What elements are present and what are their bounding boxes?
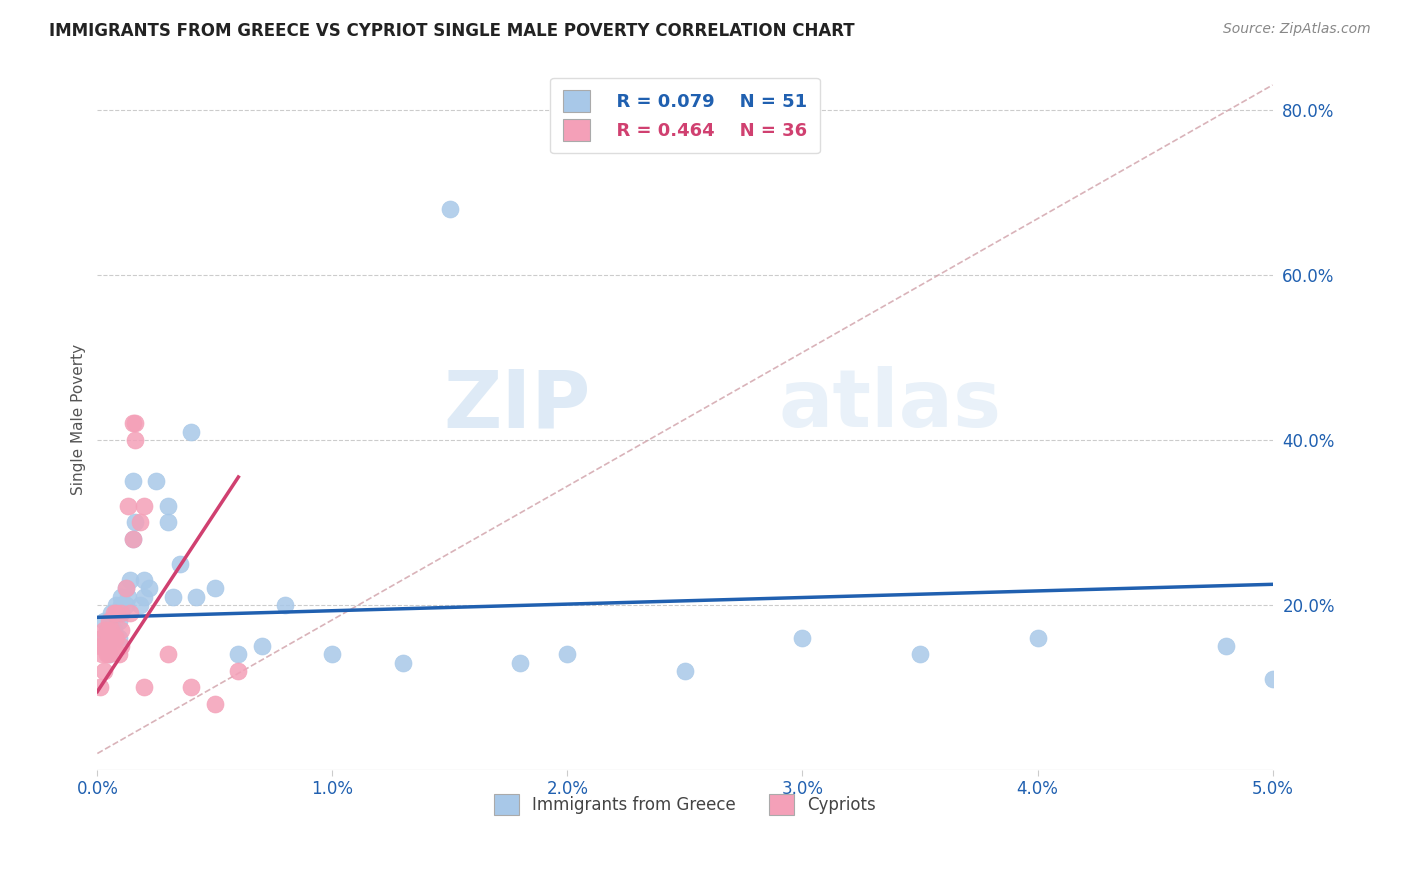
Point (110, 606, 132, 620)
Point (89, 681, 111, 695)
Point (120, 573, 142, 587)
Point (93, 623, 115, 637)
Point (100, 623, 122, 637)
Point (145, 474, 167, 488)
Point (124, 417, 146, 431)
Point (121, 532, 143, 546)
Point (110, 639, 132, 653)
Point (105, 631, 128, 645)
Point (103, 606, 125, 620)
Point (100, 623, 122, 637)
Point (91, 631, 114, 645)
Point (96, 639, 118, 653)
Point (96, 623, 118, 637)
Point (96, 648, 118, 662)
Point (98, 648, 121, 662)
Point (180, 681, 202, 695)
Point (439, 202, 461, 216)
Point (120, 606, 142, 620)
Point (91, 648, 114, 662)
Point (96, 623, 118, 637)
Point (204, 582, 226, 596)
Point (792, 631, 814, 645)
Point (274, 598, 297, 612)
Point (134, 499, 156, 513)
Point (121, 532, 143, 546)
Y-axis label: Single Male Poverty: Single Male Poverty (72, 343, 86, 495)
Point (162, 590, 184, 604)
Point (107, 631, 129, 645)
Point (100, 606, 122, 620)
Point (1261, 672, 1284, 686)
Point (124, 516, 146, 530)
Point (128, 516, 150, 530)
Point (114, 582, 136, 596)
Point (121, 417, 143, 431)
Point (124, 433, 146, 447)
Legend: Immigrants from Greece, Cypriots: Immigrants from Greece, Cypriots (484, 784, 886, 825)
Point (103, 623, 125, 637)
Point (128, 598, 150, 612)
Point (1215, 639, 1237, 653)
Point (228, 648, 250, 662)
Point (103, 631, 125, 645)
Point (156, 499, 179, 513)
Point (673, 664, 696, 678)
Point (107, 615, 129, 629)
Point (114, 598, 136, 612)
Point (105, 606, 128, 620)
Text: IMMIGRANTS FROM GREECE VS CYPRIOT SINGLE MALE POVERTY CORRELATION CHART: IMMIGRANTS FROM GREECE VS CYPRIOT SINGLE… (49, 22, 855, 40)
Point (156, 648, 179, 662)
Point (107, 648, 129, 662)
Point (103, 631, 125, 645)
Point (156, 516, 179, 530)
Point (93, 615, 115, 629)
Point (93, 639, 115, 653)
Point (180, 425, 202, 439)
Point (98, 648, 121, 662)
Point (392, 656, 415, 670)
Point (110, 590, 132, 604)
Point (509, 656, 531, 670)
Point (250, 639, 273, 653)
Point (134, 573, 156, 587)
Point (114, 582, 136, 596)
Point (204, 697, 226, 711)
Point (908, 648, 931, 662)
Point (121, 474, 143, 488)
Point (117, 590, 139, 604)
Point (138, 582, 160, 596)
Point (184, 590, 207, 604)
Text: ZIP: ZIP (444, 367, 591, 444)
Point (89, 639, 111, 653)
Text: atlas: atlas (779, 367, 1002, 444)
Point (1026, 631, 1049, 645)
Point (169, 557, 191, 571)
Text: Source: ZipAtlas.com: Source: ZipAtlas.com (1223, 22, 1371, 37)
Point (91, 631, 114, 645)
Point (105, 598, 128, 612)
Point (110, 598, 132, 612)
Point (557, 648, 579, 662)
Point (98, 615, 121, 629)
Point (321, 648, 343, 662)
Point (93, 664, 115, 678)
Point (110, 606, 132, 620)
Point (100, 639, 122, 653)
Point (98, 631, 121, 645)
Point (228, 664, 250, 678)
Point (117, 499, 139, 513)
Point (98, 631, 121, 645)
Point (105, 606, 128, 620)
Point (100, 615, 122, 629)
Point (134, 590, 156, 604)
Point (110, 623, 132, 637)
Point (134, 681, 156, 695)
